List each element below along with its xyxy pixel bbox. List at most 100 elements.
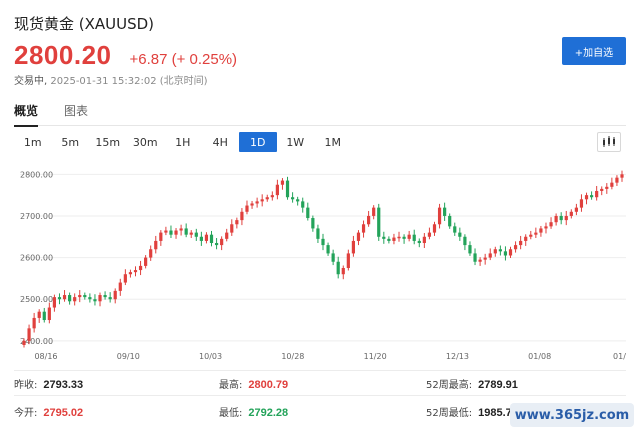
candle-body [346, 253, 350, 268]
candle-body [417, 240, 421, 244]
candle-body [595, 190, 599, 198]
candle-body [214, 243, 219, 246]
candle-body [579, 199, 584, 208]
candle-body [584, 195, 589, 200]
candle-body [204, 234, 209, 241]
candle-body [503, 251, 508, 256]
candle-body [68, 295, 72, 302]
candle-body [488, 253, 492, 258]
candle-body [260, 199, 264, 202]
candle-body [569, 211, 573, 216]
range-15m[interactable]: 15m [95, 135, 121, 149]
candle-body [169, 230, 173, 235]
price-chart[interactable]: 2800.00 2700.00 2600.00 2500.00 2400.00 08/16… [14, 160, 626, 365]
candle-body [382, 236, 386, 239]
candle-body [574, 207, 578, 212]
candle-body [154, 240, 158, 250]
candle-body [427, 232, 432, 237]
range-4h[interactable]: 4H [212, 135, 228, 149]
candle-body [265, 197, 269, 200]
candle-body [149, 249, 153, 258]
candle-body [230, 224, 234, 233]
candle-body [118, 282, 122, 291]
range-1m[interactable]: 1m [23, 135, 42, 149]
stat-label: 52周最高: [426, 380, 473, 391]
candle-body [549, 222, 553, 227]
candle-body [589, 195, 594, 198]
candle-body [453, 226, 457, 233]
candlestick-chart[interactable]: 2800.00 2700.00 2600.00 2500.00 2400.00 08/16… [14, 160, 626, 365]
range-1mo[interactable]: 1M [324, 135, 342, 149]
candle-body [123, 274, 127, 283]
candle-body [498, 249, 502, 252]
tab-overview[interactable]: 概览 [14, 100, 39, 127]
stat-value: 2792.28 [248, 407, 289, 419]
candle-body [209, 234, 214, 244]
stats-divider-top [14, 370, 626, 371]
candle-body [164, 230, 168, 233]
x-tick-label: 09/10 [117, 352, 140, 361]
stat-value: 2793.33 [43, 379, 84, 391]
candle-body [468, 245, 472, 254]
candle-body [133, 270, 138, 273]
candle-body [351, 240, 356, 254]
candle-body [290, 197, 295, 200]
candle-body [88, 297, 92, 300]
range-30m[interactable]: 30m [132, 135, 158, 149]
chart-type-button[interactable] [597, 132, 621, 152]
stat-value: 2800.79 [248, 379, 289, 391]
candle-body [321, 238, 325, 246]
stat-open: 今开: 2795.02 [14, 404, 83, 419]
price-row: 2800.20 +6.87 (+ 0.25%) [14, 40, 237, 71]
x-tick-label: 10/28 [281, 352, 304, 361]
x-tick-label: 08/16 [34, 352, 57, 361]
candle-body [539, 228, 543, 233]
candle-body [270, 195, 274, 198]
stat-label: 52周最低: [426, 408, 473, 419]
add-to-watchlist-button[interactable]: +加自选 [562, 37, 626, 65]
candle-body [37, 311, 41, 318]
candle-body [458, 232, 462, 237]
candle-body [184, 228, 188, 235]
candle-body [179, 228, 183, 231]
candle-body [47, 307, 51, 321]
tab-chart[interactable]: 图表 [64, 104, 89, 118]
stat-high: 最高: 2800.79 [219, 376, 288, 391]
stat-52w-low: 52周最低: 1985.71 [426, 404, 518, 419]
candle-body [559, 215, 563, 221]
view-tabs: 概览 图表 [14, 100, 626, 127]
candle-body [392, 237, 396, 241]
stat-value: 1985.71 [478, 407, 518, 419]
candle-body [412, 234, 416, 241]
y-tick-label: 2600.00 [20, 254, 53, 263]
range-1h[interactable]: 1H [175, 135, 191, 149]
candle-body [478, 259, 482, 262]
candle-body [275, 184, 279, 196]
stat-low: 最低: 2792.28 [219, 404, 288, 419]
y-tick-label: 2400.00 [20, 337, 53, 346]
range-1d[interactable]: 1D [239, 132, 277, 152]
status-time: 2025-01-31 15:32:02 (北京时间) [50, 76, 208, 87]
range-1w[interactable]: 1W [286, 135, 305, 149]
candle-body [128, 272, 133, 275]
range-5m[interactable]: 5m [61, 135, 80, 149]
candle-body [341, 267, 345, 275]
candle-body [448, 215, 452, 227]
instrument-title: 现货黄金 (XAUUSD) [14, 15, 155, 33]
candle-body [473, 253, 477, 262]
candle-body [52, 297, 57, 308]
stat-label: 最低: [219, 408, 243, 419]
candle-body [534, 232, 538, 235]
candle-body [306, 207, 310, 219]
stat-label: 昨收: [14, 380, 38, 391]
candle-body [422, 236, 426, 244]
candle-body [402, 236, 406, 239]
candle-body [73, 297, 77, 302]
candle-body [620, 174, 624, 178]
candle-body [432, 224, 437, 233]
x-tick-label: 11/20 [364, 352, 387, 361]
candle-body [508, 249, 513, 256]
candle-body [22, 340, 26, 345]
candle-body [225, 232, 229, 239]
stat-value: 2795.02 [43, 407, 84, 419]
